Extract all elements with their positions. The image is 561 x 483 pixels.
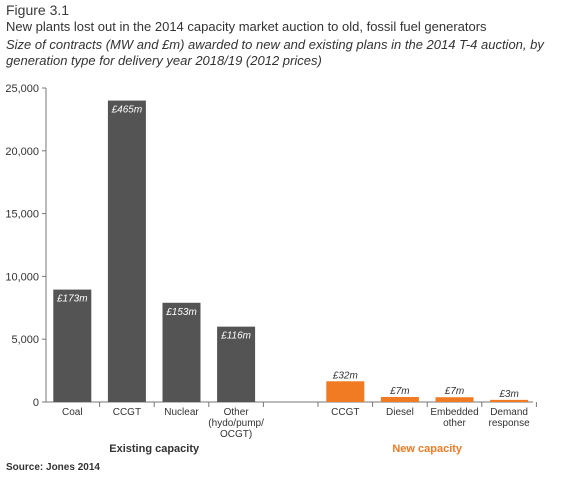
category-label: Other <box>224 407 250 418</box>
category-label: Demand <box>490 407 528 418</box>
data-label: £7m <box>444 386 464 397</box>
chart-title: New plants lost out in the 2014 capacity… <box>6 19 487 34</box>
group-label: Existing capacity <box>109 443 200 455</box>
data-label: £173m <box>56 294 88 305</box>
bar <box>162 302 201 402</box>
y-tick-label: 5,000 <box>11 334 39 346</box>
bar <box>326 381 365 402</box>
bar <box>53 289 92 402</box>
y-tick-label: 20,000 <box>5 146 39 158</box>
data-label: £3m <box>498 389 518 400</box>
category-label: response <box>489 418 531 429</box>
bar <box>380 396 419 402</box>
category-label: Diesel <box>386 407 414 418</box>
y-tick-label: 10,000 <box>5 271 39 283</box>
data-label: £32m <box>332 370 358 381</box>
category-label: (hydo/pump/ <box>208 418 264 429</box>
data-label: £465m <box>111 105 143 116</box>
bar <box>490 399 529 402</box>
y-tick-label: 0 <box>33 397 39 409</box>
chart-subtitle: Size of contracts (MW and £m) awarded to… <box>6 37 544 68</box>
y-tick-label: 25,000 <box>5 83 39 95</box>
figure-label: Figure 3.1 <box>6 2 70 18</box>
category-label: CCGT <box>331 407 359 418</box>
bar <box>435 397 474 402</box>
category-label: other <box>443 418 466 429</box>
category-label: OCGT) <box>220 429 252 440</box>
data-label: £153m <box>165 307 197 318</box>
bar <box>217 326 256 402</box>
category-label: Nuclear <box>164 407 199 418</box>
source-note: Source: Jones 2014 <box>6 462 100 473</box>
category-label: Coal <box>62 407 83 418</box>
y-tick-label: 15,000 <box>5 209 39 221</box>
category-label: CCGT <box>113 407 141 418</box>
data-label: £116m <box>220 331 251 342</box>
group-label: New capacity <box>392 443 463 455</box>
category-label: Embedded <box>430 407 478 418</box>
bar <box>107 100 146 402</box>
data-label: £7m <box>389 386 409 397</box>
